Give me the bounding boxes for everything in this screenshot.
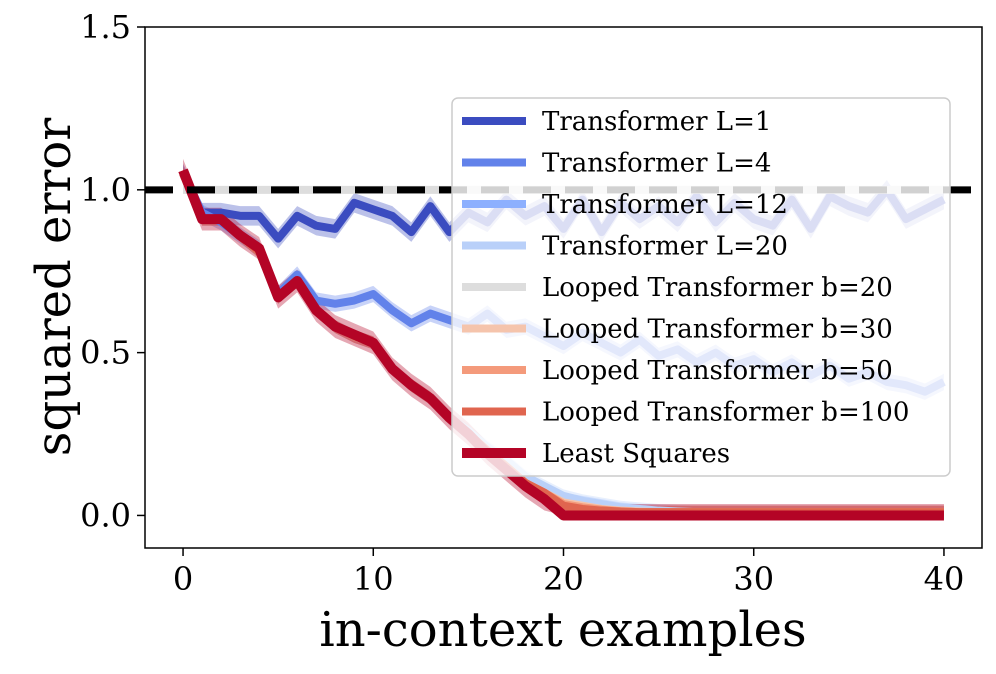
- legend-label-transformer-l-1: Transformer L=1: [542, 107, 771, 137]
- legend-label-transformer-l-4: Transformer L=4: [542, 149, 771, 179]
- series-line-least-squares: [178, 168, 944, 521]
- legend-label-transformer-l-20: Transformer L=20: [542, 232, 788, 262]
- legend-label-looped-transformer-b-20: Looped Transformer b=20: [542, 273, 893, 303]
- band-least-squares: [183, 158, 944, 516]
- x-tick-label: 0: [173, 560, 193, 598]
- x-tick-label: 40: [924, 560, 965, 598]
- legend-label-looped-transformer-b-100: Looped Transformer b=100: [542, 398, 909, 428]
- y-tick-label: 0.5: [80, 334, 131, 372]
- x-tick-label: 10: [353, 560, 394, 598]
- x-axis-label: in-context examples: [319, 602, 806, 658]
- legend-label-looped-transformer-b-50: Looped Transformer b=50: [542, 356, 893, 386]
- y-tick-label: 1.0: [80, 171, 131, 209]
- y-axis-label: squared error: [26, 118, 82, 456]
- y-tick-label: 1.5: [80, 8, 131, 46]
- legend-label-looped-transformer-b-30: Looped Transformer b=30: [542, 315, 893, 345]
- x-tick-label: 20: [543, 560, 584, 598]
- y-tick-label: 0.0: [80, 496, 131, 534]
- legend: Transformer L=1 Transformer L=4 Transforme…: [451, 97, 951, 477]
- legend-box: [451, 97, 951, 477]
- legend-label-least-squares: Least Squares: [542, 439, 730, 469]
- legend-label-transformer-l-12: Transformer L=12: [542, 190, 788, 220]
- axis-ticks: 0 10 20 30 40 0.0 0.5 1.0 1.5: [80, 8, 964, 598]
- x-tick-label: 30: [733, 560, 774, 598]
